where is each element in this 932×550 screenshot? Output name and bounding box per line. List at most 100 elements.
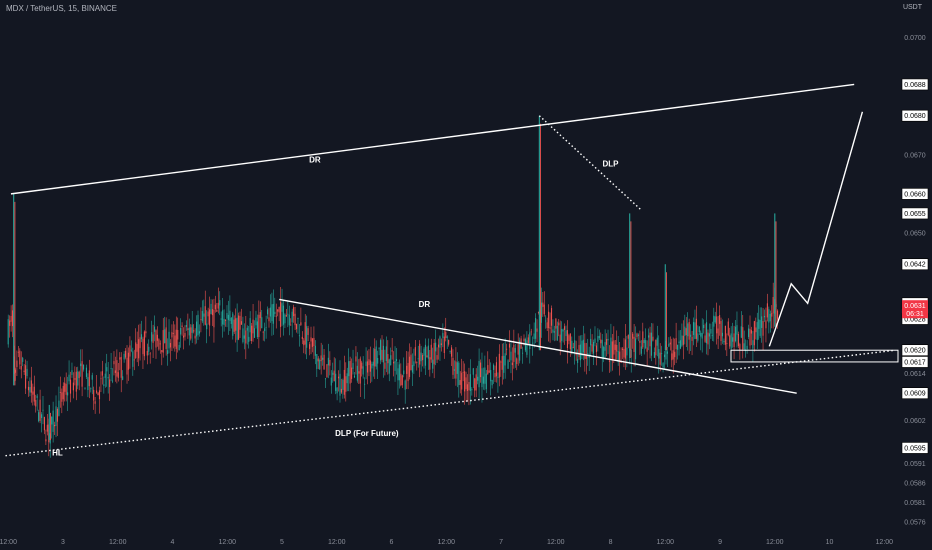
candle-body (294, 313, 296, 326)
candle-body (197, 314, 199, 336)
price-label: 0.0642 (904, 262, 926, 269)
candle-body (265, 326, 267, 328)
candle-body (58, 400, 60, 416)
candle-body (297, 318, 299, 320)
candle-body (333, 370, 335, 382)
candle-body (548, 311, 550, 329)
candle-body (561, 328, 563, 341)
candle-body (222, 310, 224, 325)
candle-body (45, 439, 47, 442)
candle-body (25, 365, 27, 389)
candle-body (765, 320, 767, 329)
candle-body (340, 388, 342, 393)
candle-body (756, 322, 758, 341)
candle-body (700, 332, 702, 337)
candle-body (713, 315, 715, 327)
candle-body (219, 300, 221, 306)
candle-body (514, 348, 516, 353)
candle-body (69, 379, 72, 394)
candle-body (639, 340, 641, 343)
candle-body (398, 364, 400, 381)
candle-body (484, 367, 486, 384)
candle-body (478, 360, 480, 388)
candle-body (27, 386, 30, 391)
candle-body (590, 338, 592, 346)
candle-body (430, 344, 432, 360)
candle-body (687, 323, 689, 337)
candle-body (343, 369, 345, 395)
candle-body (564, 326, 566, 330)
candle-body (390, 355, 392, 366)
candle-body (743, 343, 745, 350)
candle-body (748, 328, 750, 337)
candle-body (701, 332, 703, 339)
price-label: 0.0680 (904, 113, 926, 120)
candle-body (181, 325, 183, 327)
candle-body (384, 362, 386, 369)
candle-body (38, 412, 40, 422)
x-tick-label: 7 (499, 539, 503, 546)
candle-body (537, 312, 540, 313)
candle-body (310, 337, 312, 342)
candle-body (471, 389, 473, 391)
candle-body (679, 340, 682, 349)
candle-body (703, 324, 705, 329)
x-tick-label: 12:00 (109, 539, 127, 546)
symbol-title[interactable]: MDX / TetherUS, 15, BINANCE (6, 4, 117, 13)
candle-body (663, 354, 666, 358)
candle-body (245, 330, 247, 344)
price-label: 0.0595 (904, 445, 926, 452)
time-axis[interactable]: 12:00 3 12:00 4 12:00 5 12:00 6 12:00 7 12:00 8 12:0… (0, 539, 893, 546)
candle-body (511, 362, 513, 366)
candle-body (400, 373, 402, 386)
candle-body (378, 347, 380, 349)
candle-body (572, 347, 574, 349)
candle-body (111, 380, 114, 382)
candle-body (78, 371, 80, 379)
candle-body (762, 320, 764, 336)
candle-body (420, 352, 422, 362)
candle-body (351, 367, 353, 379)
candle-body (213, 309, 215, 328)
candle-body (319, 360, 321, 370)
candle-body (394, 360, 396, 371)
candle-body (226, 313, 228, 319)
candle-body (552, 329, 554, 333)
candle-body (714, 316, 716, 323)
candle-body (77, 371, 79, 386)
candle-body (253, 328, 256, 338)
current-price-label: 0.0631 (904, 303, 926, 310)
candle-body (579, 344, 582, 361)
candle-body (674, 351, 676, 358)
candle-body (232, 313, 234, 336)
x-tick-label: 8 (609, 539, 613, 546)
candle-body (271, 304, 273, 322)
candle-body (598, 335, 600, 339)
price-label: 0.0655 (904, 211, 926, 218)
candle-body (185, 325, 187, 327)
candle-body (359, 358, 361, 384)
candle-body (268, 317, 270, 322)
candle-body (327, 357, 329, 366)
candle-body (424, 344, 427, 366)
candle-body (216, 309, 218, 312)
x-tick-label: 9 (718, 539, 722, 546)
candle-body (184, 333, 186, 337)
candle-body (614, 344, 616, 350)
candle-body (201, 311, 203, 322)
candle-body (39, 399, 41, 421)
candle-body (209, 309, 211, 326)
candle-body (130, 349, 132, 351)
candle-body (238, 315, 240, 340)
candle-body (442, 332, 444, 338)
candle-body (533, 333, 535, 339)
candle-body (109, 379, 111, 388)
candle-body (540, 302, 542, 323)
candle-body (507, 360, 509, 369)
candle-body (248, 336, 250, 342)
candle-body (705, 322, 708, 344)
price-axis[interactable]: 0.0700 0.0688 0.0680 0.0670 0.0660 0.0655 0.06… (901, 35, 929, 527)
candle-body (607, 338, 609, 341)
candle-body (776, 310, 779, 320)
